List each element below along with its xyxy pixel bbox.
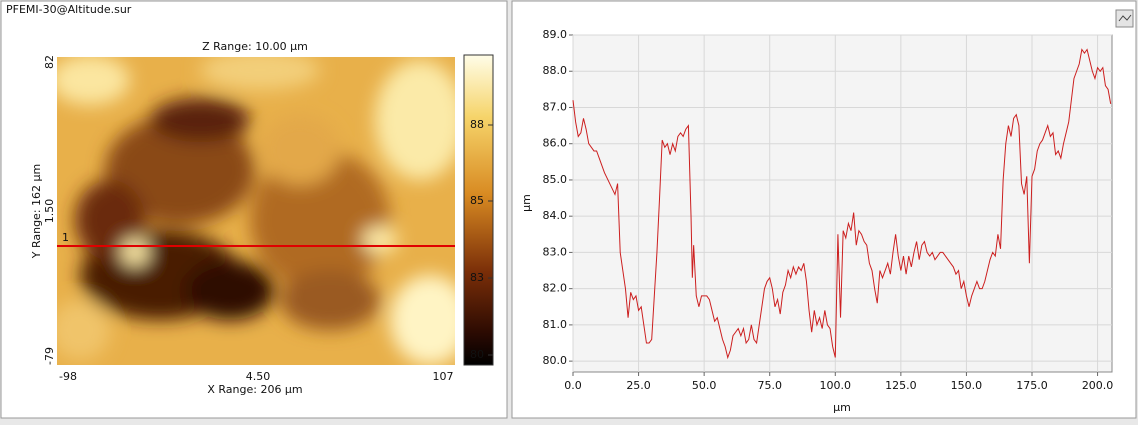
y-label: 82 — [43, 55, 56, 69]
x-tick-label: 125.0 — [885, 379, 917, 392]
x-label: 107 — [433, 370, 454, 383]
x-tick-label: 50.0 — [692, 379, 717, 392]
colorbar — [463, 54, 494, 366]
x-tick-label: 75.0 — [757, 379, 782, 392]
x-tick-label: 175.0 — [1016, 379, 1048, 392]
profile-line — [572, 48, 1112, 360]
y-tick-label: 86.0 — [543, 137, 568, 150]
x-range: X Range: 206 µm — [207, 383, 302, 396]
y-tick-label: 89.0 — [543, 28, 568, 41]
y-tick-label: 82.0 — [543, 282, 568, 295]
x-label: -98 — [59, 370, 77, 383]
x-axis-title: µm — [833, 401, 851, 414]
x-label: 4.50 — [246, 370, 271, 383]
y-tick-label: 84.0 — [543, 209, 568, 222]
y-tick-label: 87.0 — [543, 100, 568, 113]
plot-area — [572, 34, 1113, 373]
y-label: -79 — [43, 347, 56, 365]
x-tick-label: 0.0 — [564, 379, 582, 392]
z-range: Z Range: 10.00 µm — [202, 40, 308, 53]
y-tick-label: 88.0 — [543, 64, 568, 77]
colorbar-label: 85 — [470, 194, 484, 207]
colorbar-label: 88 — [470, 118, 484, 131]
chart-icon-button[interactable] — [1115, 9, 1134, 28]
x-tick-label: 200.0 — [1082, 379, 1114, 392]
surface-title: PFEMI-30@Altitude.sur — [6, 3, 132, 16]
y-tick-label: 83.0 — [543, 245, 568, 258]
y-axis-title: µm — [520, 194, 533, 212]
colorbar-label: 80 — [470, 348, 484, 361]
height-map — [57, 57, 455, 365]
y-tick-label: 80.0 — [543, 354, 568, 367]
colorbar-ticks — [488, 124, 493, 356]
y-range: Y Range: 162 µm — [30, 164, 43, 260]
profile-marker: 1 — [62, 231, 69, 244]
y-tick-label: 85.0 — [543, 173, 568, 186]
x-tick-label: 150.0 — [951, 379, 983, 392]
y-label: 1.50 — [43, 199, 56, 224]
x-tick-label: 25.0 — [626, 379, 651, 392]
x-tick-label: 100.0 — [820, 379, 852, 392]
colorbar-label: 83 — [470, 271, 484, 284]
y-tick-label: 81.0 — [543, 318, 568, 331]
